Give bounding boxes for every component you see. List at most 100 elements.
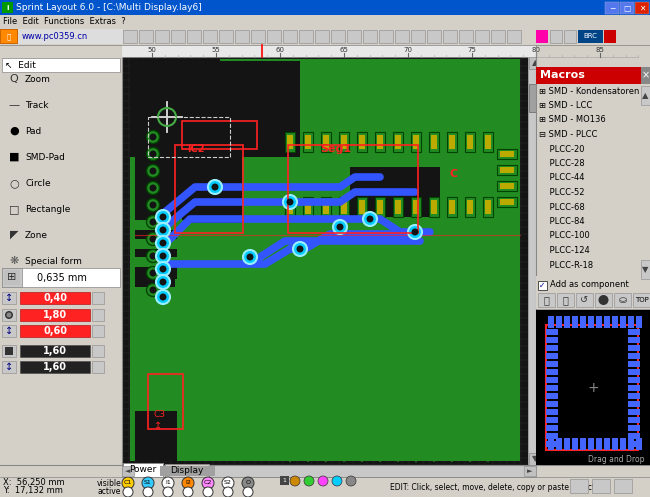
Text: i: i: [6, 4, 8, 10]
Circle shape: [146, 131, 159, 144]
Circle shape: [156, 275, 170, 289]
Bar: [546, 353, 558, 359]
Text: C2: C2: [204, 481, 212, 486]
Circle shape: [293, 242, 307, 256]
Bar: [500, 183, 514, 189]
Bar: [251, 30, 265, 43]
Bar: [546, 417, 558, 423]
Bar: [285, 197, 295, 217]
Bar: [20, 361, 90, 373]
Bar: [350, 167, 440, 217]
Bar: [219, 30, 233, 43]
Text: PLCC-100: PLCC-100: [539, 232, 590, 241]
Bar: [497, 181, 517, 191]
Bar: [92, 292, 104, 304]
Bar: [283, 30, 297, 43]
Text: File  Edit  Functions  Extras  ?: File Edit Functions Extras ?: [3, 17, 125, 26]
Bar: [347, 30, 361, 43]
Bar: [628, 337, 640, 343]
Bar: [135, 411, 177, 461]
Circle shape: [146, 249, 159, 262]
Bar: [635, 2, 649, 14]
Bar: [595, 293, 612, 307]
Text: ⊞ SMD - LCC: ⊞ SMD - LCC: [539, 101, 592, 110]
Bar: [641, 86, 650, 105]
Bar: [548, 316, 554, 328]
Circle shape: [296, 246, 304, 252]
Text: I1: I1: [165, 481, 171, 486]
Circle shape: [203, 487, 213, 497]
Text: Zone: Zone: [25, 231, 48, 240]
Bar: [20, 309, 90, 321]
Bar: [123, 463, 163, 477]
Text: 1,60: 1,60: [43, 362, 67, 372]
Bar: [528, 57, 542, 465]
Text: ▼: ▼: [532, 454, 538, 464]
Bar: [546, 377, 558, 383]
Text: Sprint Layout 6.0 - [C:\Multi Display.lay6]: Sprint Layout 6.0 - [C:\Multi Display.la…: [16, 3, 201, 12]
Bar: [550, 30, 562, 43]
Text: ❋: ❋: [9, 256, 19, 266]
Circle shape: [146, 216, 159, 229]
Bar: [413, 200, 419, 214]
Bar: [5, 347, 13, 355]
Text: Zoom: Zoom: [25, 75, 51, 83]
Bar: [341, 135, 347, 149]
Text: ►: ►: [527, 468, 533, 474]
Text: 70: 70: [404, 47, 413, 53]
Bar: [633, 293, 650, 307]
Bar: [331, 30, 345, 43]
Text: 河: 河: [7, 33, 11, 40]
Circle shape: [243, 487, 253, 497]
Text: ▲: ▲: [642, 91, 649, 100]
Text: Special form: Special form: [25, 256, 82, 265]
Bar: [160, 466, 215, 476]
Bar: [628, 385, 640, 391]
Circle shape: [159, 265, 166, 272]
Bar: [497, 165, 517, 175]
Text: 1,80: 1,80: [43, 310, 67, 320]
Bar: [596, 438, 602, 450]
Bar: [500, 199, 514, 205]
Circle shape: [283, 195, 297, 209]
Bar: [2, 58, 120, 72]
Bar: [339, 132, 349, 152]
Circle shape: [332, 476, 342, 486]
Bar: [536, 291, 650, 309]
Bar: [628, 417, 640, 423]
Bar: [572, 316, 578, 328]
Bar: [92, 361, 104, 373]
Text: Rectangle: Rectangle: [25, 204, 70, 214]
Bar: [235, 30, 249, 43]
Bar: [536, 67, 650, 84]
Text: □: □: [8, 204, 20, 214]
Text: ▼: ▼: [642, 265, 649, 274]
Circle shape: [208, 180, 222, 194]
Bar: [497, 149, 517, 159]
Bar: [0, 25, 122, 465]
Text: 0,60: 0,60: [43, 326, 67, 336]
Bar: [122, 57, 528, 465]
Circle shape: [223, 487, 233, 497]
Bar: [620, 316, 626, 328]
Circle shape: [159, 278, 166, 285]
Bar: [529, 57, 541, 69]
Text: S1: S1: [144, 481, 152, 486]
Text: ↕: ↕: [5, 293, 13, 303]
Text: www.pc0359.cn: www.pc0359.cn: [22, 32, 88, 41]
Bar: [636, 438, 642, 450]
Text: IC2: IC2: [187, 144, 205, 154]
Circle shape: [318, 476, 328, 486]
Bar: [0, 15, 650, 28]
Text: ↖  Edit: ↖ Edit: [5, 61, 36, 70]
Bar: [130, 61, 235, 137]
Text: C3: C3: [153, 410, 165, 419]
Bar: [497, 197, 517, 207]
Bar: [2, 345, 16, 357]
Bar: [641, 260, 650, 279]
Bar: [628, 438, 634, 450]
Bar: [135, 232, 175, 287]
Bar: [0, 477, 650, 497]
Bar: [429, 197, 439, 217]
Bar: [135, 220, 183, 230]
